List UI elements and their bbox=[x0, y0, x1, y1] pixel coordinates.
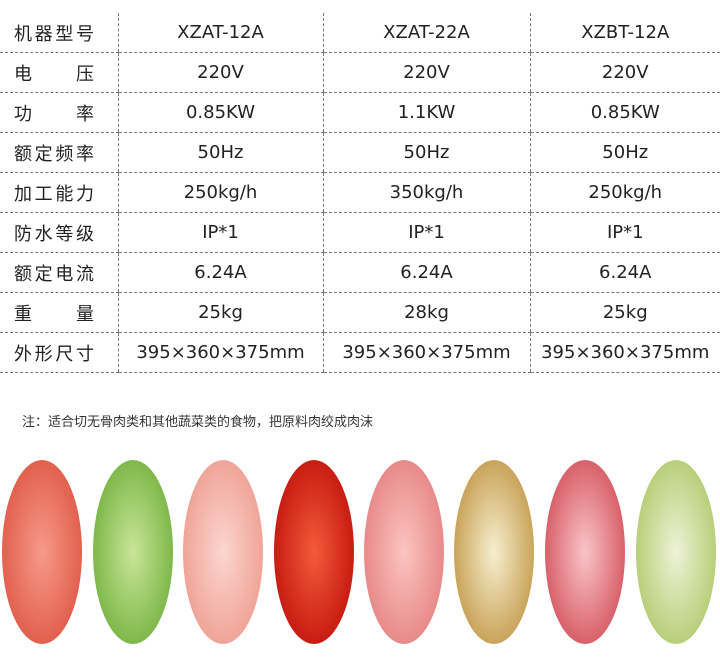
spec-cell: 350kg/h bbox=[322, 172, 530, 213]
label-text: 机器型号 bbox=[14, 23, 94, 45]
row-label: 电压 bbox=[0, 52, 118, 93]
spec-row: 防水等级 IP*1 IP*1 IP*1 bbox=[0, 212, 720, 253]
spec-cell: 220V bbox=[322, 52, 530, 93]
spec-cell: 0.85KW bbox=[117, 92, 323, 133]
label-text: 加工能力 bbox=[14, 183, 94, 205]
spec-cell: 50Hz bbox=[322, 132, 530, 173]
spec-row: 额定电流 6.24A 6.24A 6.24A bbox=[0, 252, 720, 293]
note: 注：适合切无骨肉类和其他蔬菜类的食物，把原料肉绞成肉沫 bbox=[22, 415, 374, 430]
spec-row: 额定频率 50Hz 50Hz 50Hz bbox=[0, 132, 720, 173]
spec-row: 功率 0.85KW 1.1KW 0.85KW bbox=[0, 92, 720, 133]
spec-table: 机器型号 XZAT-12A XZAT-22A XZBT-12A 电压 220V 220V 22… bbox=[0, 13, 720, 373]
spec-row: 机器型号 XZAT-12A XZAT-22A XZBT-12A bbox=[0, 13, 720, 53]
spec-cell: 250kg/h bbox=[117, 172, 323, 213]
spec-cell: 6.24A bbox=[529, 252, 720, 293]
spec-cell: 395×360×375mm bbox=[117, 332, 323, 373]
row-label: 重量 bbox=[0, 292, 118, 333]
spec-cell: 395×360×375mm bbox=[529, 332, 720, 373]
spec-row: 外形尺寸 395×360×375mm 395×360×375mm 395×360×37… bbox=[0, 332, 720, 373]
spec-cell: XZAT-12A bbox=[117, 13, 323, 53]
spec-body: 机器型号 XZAT-12A XZAT-22A XZBT-12A 电压 220V 220V 22… bbox=[0, 13, 720, 373]
spec-cell: 6.24A bbox=[117, 252, 323, 293]
label-text: 额定频率 bbox=[14, 143, 94, 165]
label-text: 电压 bbox=[14, 63, 94, 85]
spec-cell: 0.85KW bbox=[529, 92, 720, 133]
spec-cell: 220V bbox=[117, 52, 323, 93]
label-text: 重量 bbox=[14, 303, 94, 325]
spec-row: 加工能力 250kg/h 350kg/h 250kg/h bbox=[0, 172, 720, 213]
spec-cell: 50Hz bbox=[117, 132, 323, 173]
spec-cell: 25kg bbox=[117, 292, 323, 333]
food-image bbox=[364, 460, 444, 644]
row-label: 加工能力 bbox=[0, 172, 118, 213]
food-image bbox=[183, 460, 263, 644]
spec-cell: IP*1 bbox=[529, 212, 720, 253]
spec-cell: 25kg bbox=[529, 292, 720, 333]
spec-row: 重量 25kg 28kg 25kg bbox=[0, 292, 720, 333]
spec-cell: 1.1KW bbox=[322, 92, 530, 133]
row-label: 额定电流 bbox=[0, 252, 118, 293]
spec-cell: 6.24A bbox=[322, 252, 530, 293]
label-text: 功率 bbox=[14, 103, 94, 125]
spec-cell: XZBT-12A bbox=[529, 13, 720, 53]
row-label: 额定频率 bbox=[0, 132, 118, 173]
label-text: 外形尺寸 bbox=[14, 343, 94, 365]
spec-cell: IP*1 bbox=[322, 212, 530, 253]
spec-cell: 28kg bbox=[322, 292, 530, 333]
spec-cell: 50Hz bbox=[529, 132, 720, 173]
food-image bbox=[93, 460, 173, 644]
row-label: 防水等级 bbox=[0, 212, 118, 253]
row-label: 功率 bbox=[0, 92, 118, 133]
spec-cell: 220V bbox=[529, 52, 720, 93]
food-image bbox=[545, 460, 625, 644]
food-image bbox=[454, 460, 534, 644]
label-text: 防水等级 bbox=[14, 223, 94, 245]
spec-cell: IP*1 bbox=[117, 212, 323, 253]
label-text: 额定电流 bbox=[14, 263, 94, 285]
food-images bbox=[2, 460, 716, 644]
spec-cell: 395×360×375mm bbox=[322, 332, 530, 373]
spec-cell: 250kg/h bbox=[529, 172, 720, 213]
spec-row: 电压 220V 220V 220V bbox=[0, 52, 720, 93]
food-image bbox=[2, 460, 82, 644]
spec-cell: XZAT-22A bbox=[322, 13, 530, 53]
row-label: 机器型号 bbox=[0, 13, 118, 53]
food-image bbox=[636, 460, 716, 644]
row-label: 外形尺寸 bbox=[0, 332, 118, 373]
food-image bbox=[274, 460, 354, 644]
